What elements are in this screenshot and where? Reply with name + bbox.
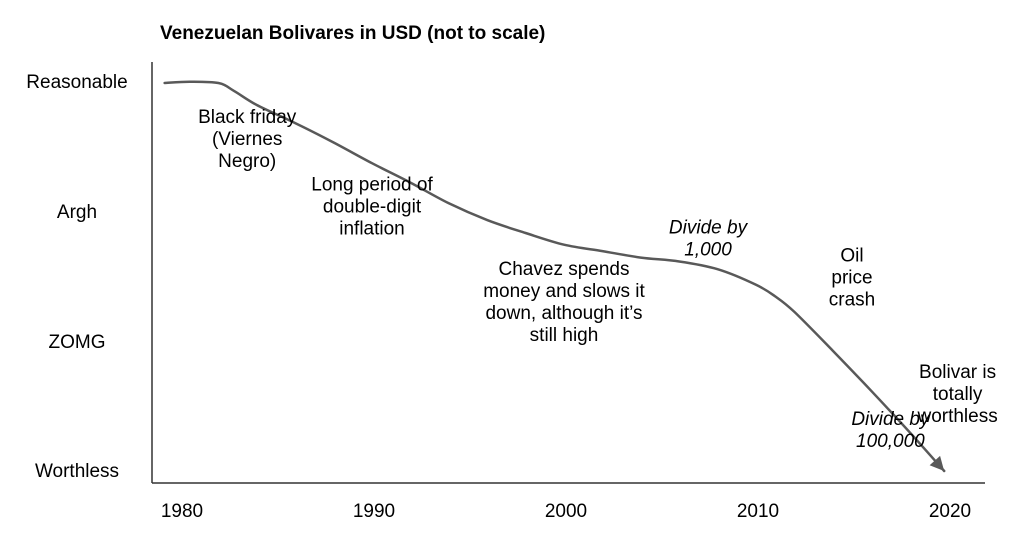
- annotation-line: Long period of: [311, 174, 433, 195]
- annotation-label: Long period of double-digit inflation: [311, 174, 433, 239]
- annotation-line: money and slows it: [483, 281, 645, 302]
- annotation-line: Divide by: [851, 409, 931, 430]
- y-tick-label: ZOMG: [49, 332, 106, 353]
- annotation-label: Divide by 1,000: [669, 218, 749, 261]
- arrow-head-icon: [929, 455, 945, 471]
- annotation-line: 100,000: [856, 431, 925, 452]
- annotation-line: crash: [829, 289, 875, 310]
- series-line: [163, 80, 946, 473]
- annotation-label: Black friday (Viernes Negro): [198, 107, 297, 172]
- annotation-line: 1,000: [684, 240, 732, 261]
- annotation-line: down, although it’s: [485, 303, 642, 324]
- y-axis-labels: Reasonable Argh ZOMG Worthless: [26, 72, 127, 482]
- annotation-label: Bolivar is totally worthless: [916, 362, 997, 427]
- annotation-line: Black friday: [198, 107, 297, 128]
- series-path: [163, 80, 946, 473]
- annotation-line: totally: [933, 384, 983, 405]
- axes: [151, 62, 985, 484]
- y-tick-label: Argh: [57, 202, 97, 223]
- annotation-line: Negro): [218, 151, 276, 172]
- x-tick-label: 1980: [161, 501, 203, 522]
- annotation-line: double-digit: [323, 196, 422, 217]
- x-tick-label: 2010: [737, 501, 779, 522]
- x-tick-label: 2020: [929, 501, 971, 522]
- chart-title: Venezuelan Bolivares in USD (not to scal…: [160, 23, 545, 44]
- annotation-line: worthless: [916, 406, 997, 427]
- annotation-line: (Viernes: [212, 129, 282, 150]
- annotation-line: price: [831, 267, 872, 288]
- annotation-line: Divide by: [669, 218, 749, 239]
- annotations: Black friday (Viernes Negro)Long period of…: [198, 107, 998, 452]
- x-tick-label: 2000: [545, 501, 587, 522]
- annotation-line: Chavez spends: [499, 259, 630, 280]
- annotation-label: Divide by 100,000: [851, 409, 931, 452]
- annotation-line: still high: [530, 325, 599, 346]
- y-tick-label: Reasonable: [26, 72, 127, 93]
- annotation-label: Oil price crash: [829, 245, 875, 310]
- y-tick-label: Worthless: [35, 461, 119, 482]
- x-tick-label: 1990: [353, 501, 395, 522]
- x-axis-ticks: 1980 1990 2000 2010 2020: [161, 501, 971, 522]
- annotation-label: Chavez spends money and slows it down, alt…: [483, 259, 645, 346]
- annotation-line: Bolivar is: [919, 362, 996, 383]
- annotation-line: inflation: [339, 218, 405, 239]
- annotation-line: Oil: [840, 245, 863, 266]
